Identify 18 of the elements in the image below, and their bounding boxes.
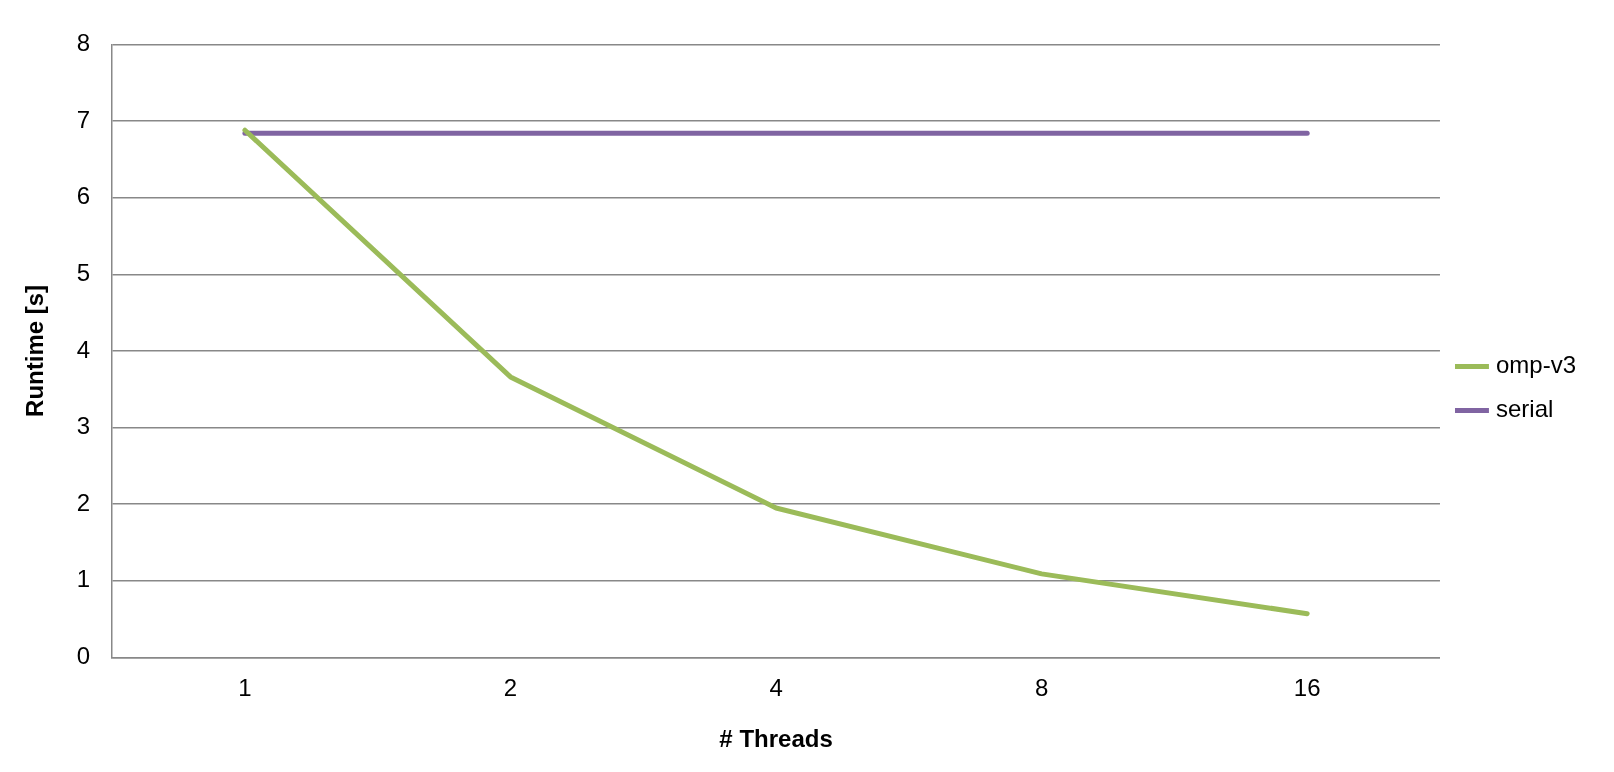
y-tick-label: 2 <box>76 488 91 516</box>
y-tick-label: 7 <box>76 105 91 133</box>
x-tick-label: 2 <box>503 674 518 702</box>
y-tick-label: 4 <box>76 335 91 363</box>
x-tick-label: 1 <box>238 674 252 702</box>
y-axis-title: Runtime [s] <box>21 284 49 417</box>
y-tick-label: 0 <box>76 642 91 670</box>
y-tick-label: 5 <box>76 258 91 286</box>
y-tick-label: 1 <box>76 565 91 593</box>
x-tick-label: 4 <box>769 674 783 702</box>
x-tick-label: 16 <box>1293 674 1321 702</box>
y-tick-label: 3 <box>76 412 91 440</box>
y-tick-label: 6 <box>76 182 91 210</box>
y-tick-label: 8 <box>76 29 91 57</box>
x-axis-title: # Threads <box>719 725 833 753</box>
legend-label: omp-v3 <box>1495 351 1576 379</box>
x-tick-label: 8 <box>1034 674 1049 702</box>
legend-label: serial <box>1495 395 1554 423</box>
